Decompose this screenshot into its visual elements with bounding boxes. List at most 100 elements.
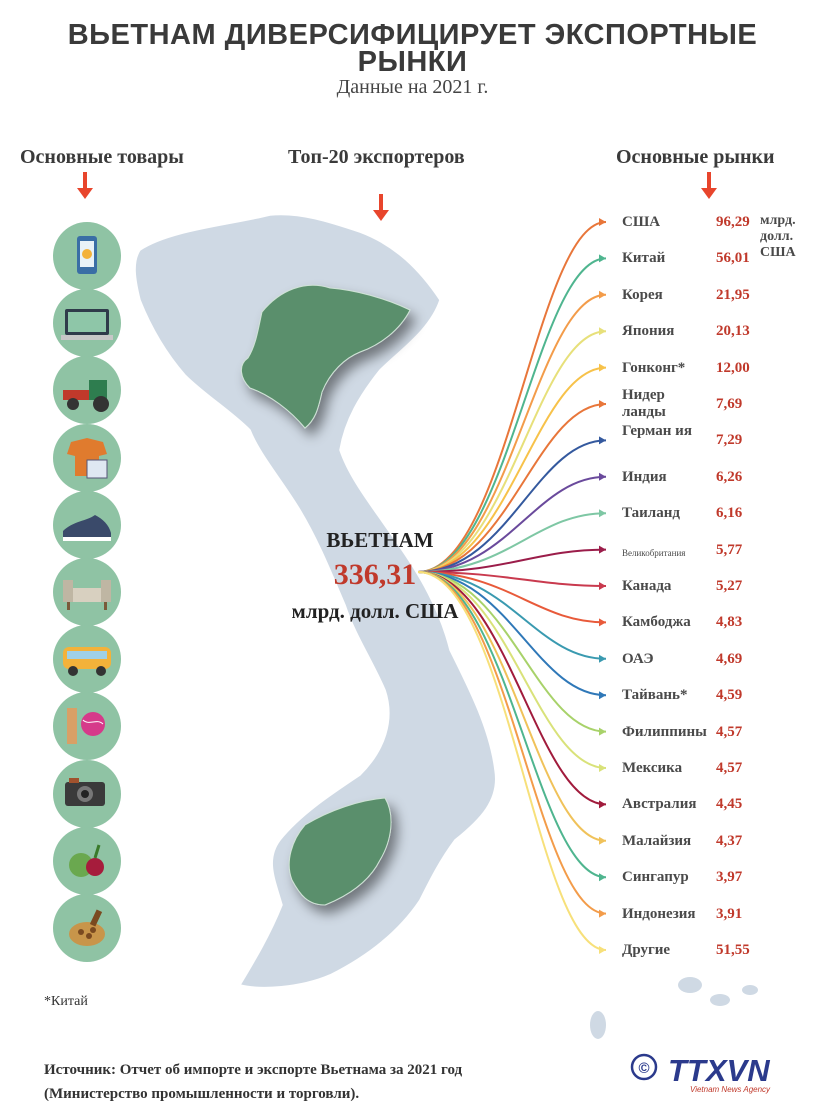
page-subtitle: Данные на 2021 г. (336, 76, 489, 98)
flow-arrowhead (599, 582, 606, 590)
south-region (288, 797, 392, 906)
flow-arrowhead (599, 327, 606, 336)
flow-line (417, 475, 607, 573)
phone-icon (53, 222, 121, 290)
logo-brand: TTXVN (668, 1053, 770, 1088)
ttxvn-logo: © TTXVN Vietnam News Agency (630, 1047, 795, 1102)
flow-line (417, 571, 607, 915)
flow-line (417, 571, 607, 660)
market-name: Китай (622, 250, 666, 267)
flow-line (417, 366, 607, 573)
logo-tagline: Vietnam News Agency (690, 1085, 771, 1094)
market-name: США (622, 214, 661, 230)
market-value: 12,00 (716, 359, 750, 376)
page-title: ВЬЕТНАМ ДИВЕРСИФИЦИРУЕТ ЭКСПОРТНЫЕ РЫНКИ (67, 19, 758, 78)
market-name: Австралия (622, 796, 697, 813)
flow-line (417, 439, 607, 573)
source-line-1: Источник: Отчет об импорте и экспорте Вь… (44, 1062, 463, 1078)
flow-arrowhead (599, 290, 606, 299)
market-value: 21,95 (716, 286, 750, 303)
market-value: 3,97 (716, 869, 743, 886)
markets-heading: Основные рынки (616, 146, 775, 168)
market-name: Другие (622, 942, 671, 958)
source-note: Источник: Отчет об импорте и экспорте Вь… (44, 1058, 462, 1106)
center-total: 336,31 (333, 558, 417, 591)
flow-arrowhead (599, 436, 606, 445)
flow-line (417, 221, 607, 573)
market-value: 7,69 (716, 396, 743, 412)
logo-copyright: © (638, 1060, 649, 1077)
center-unit: млрд. долл. США (291, 599, 459, 623)
vehicle-icon (53, 625, 121, 694)
market-name: Япония (622, 323, 675, 340)
north-region (241, 284, 411, 429)
flow-arrowhead (599, 218, 606, 226)
flow-arrowhead (599, 654, 606, 663)
vietnam-outline (134, 213, 497, 989)
market-value: 4,37 (716, 832, 743, 849)
market-name: Малайзия (622, 832, 692, 849)
flow-line (417, 571, 607, 842)
source-line-2: (Министерство промышленности и торговли)… (44, 1086, 360, 1102)
market-name: Канада (622, 578, 672, 594)
flow-line (417, 571, 607, 697)
exporters-heading: Топ-20 экспортеров (288, 146, 465, 168)
flow-lines (417, 218, 607, 954)
market-value: 4,45 (716, 796, 743, 813)
goods-arrow-icon (77, 172, 93, 199)
flow-arrowhead (599, 691, 606, 700)
flow-arrowhead (599, 836, 606, 845)
market-value: 4,69 (716, 650, 743, 667)
market-name: Нидер ланды (622, 387, 666, 420)
flow-line (417, 571, 607, 587)
flow-line (417, 571, 607, 879)
market-value: 6,16 (716, 505, 743, 522)
vegetables-icon (53, 826, 121, 895)
flow-arrowhead (599, 764, 606, 772)
market-name: Таиланд (622, 505, 680, 522)
flow-line (417, 330, 607, 573)
market-name: Великобритания (622, 547, 686, 558)
footwear-icon (53, 490, 121, 559)
footnote: *Китай (44, 994, 88, 1009)
flow-line (417, 571, 607, 624)
flow-arrowhead (599, 363, 606, 372)
flow-arrowhead (599, 800, 606, 809)
flow-arrowhead (599, 873, 606, 882)
flow-line (417, 571, 607, 951)
market-value: 20,13 (716, 323, 750, 340)
market-value: 56,01 (716, 250, 750, 267)
market-name: Филиппины (622, 723, 707, 740)
market-name: Корея (622, 286, 663, 303)
flow-arrowhead (599, 400, 606, 408)
flow-line (417, 548, 607, 573)
machinery-icon (53, 356, 121, 425)
market-value: 7,29 (716, 432, 743, 449)
market-value: 96,29 (716, 214, 750, 230)
flow-line (417, 403, 607, 573)
market-name: Индия (622, 468, 667, 485)
center-country: ВЬЕТНАМ (326, 528, 434, 552)
market-value: 6,26 (716, 468, 743, 485)
market-value: 4,59 (716, 687, 743, 704)
flow-line (417, 257, 607, 573)
market-name: Камбоджа (622, 614, 691, 631)
flow-arrowhead (599, 509, 606, 518)
flow-arrowhead (599, 254, 606, 263)
markets-arrow-icon (701, 172, 717, 199)
exporters-arrow-icon (373, 194, 389, 221)
market-name: ОАЭ (622, 650, 654, 667)
flow-arrowhead (599, 727, 606, 736)
yarn-icon (53, 692, 121, 761)
camera-icon (53, 759, 121, 828)
market-value: 4,83 (716, 614, 743, 631)
flow-line (417, 512, 607, 573)
market-value: 51,55 (716, 942, 750, 958)
market-value: 4,57 (716, 760, 743, 776)
market-name: Мексика (622, 760, 683, 776)
flow-line (417, 293, 607, 573)
flow-arrowhead (599, 545, 606, 554)
flow-arrowhead (599, 472, 606, 481)
flow-arrowhead (599, 618, 606, 627)
unit-note: млрд. долл. США (760, 213, 796, 260)
